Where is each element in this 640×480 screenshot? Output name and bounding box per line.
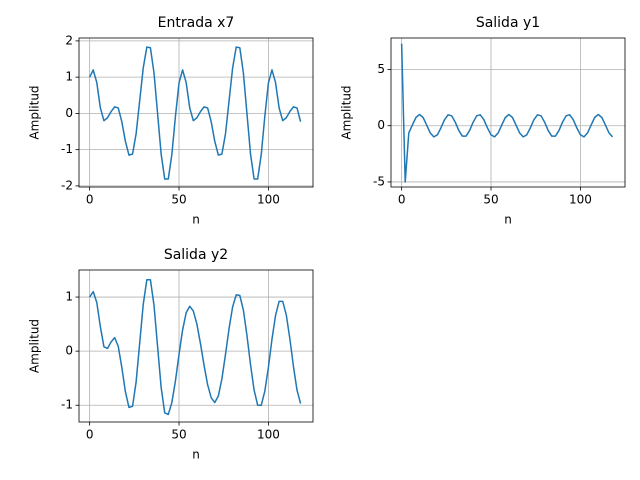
y-axis-label: Amplitud xyxy=(340,85,354,139)
x-tick-label: 0 xyxy=(86,193,94,207)
axes-frame xyxy=(390,37,626,188)
axes-frame xyxy=(78,37,314,188)
chart-title: Salida y2 xyxy=(164,247,228,263)
subplot: 0 50 100 -5 0 5 Salida y1 n Amplitud xyxy=(340,15,626,227)
x-tick-label: 100 xyxy=(569,193,592,207)
x-tick-label: 100 xyxy=(257,428,280,442)
x-tick-label: 50 xyxy=(171,428,186,442)
chart-title: Salida y1 xyxy=(476,15,540,31)
axes-frame xyxy=(78,269,314,423)
y-axis-label: Amplitud xyxy=(28,319,42,373)
y-tick-label: 5 xyxy=(377,62,385,76)
line-series xyxy=(400,43,614,183)
line-series xyxy=(89,278,302,416)
y-tick-label: 1 xyxy=(65,70,73,84)
line-series xyxy=(88,46,302,180)
x-tick-label: 50 xyxy=(483,193,498,207)
x-tick-label: 50 xyxy=(171,193,186,207)
x-tick-label: 100 xyxy=(257,193,280,207)
plot-area xyxy=(88,46,302,180)
plot-area xyxy=(400,43,614,183)
y-tick-label: 0 xyxy=(377,118,385,132)
y-tick-label: 1 xyxy=(65,290,73,304)
y-tick-label: -5 xyxy=(373,174,385,188)
y-tick-label: 0 xyxy=(65,106,73,120)
chart-title: Entrada x7 xyxy=(158,15,235,31)
subplot: 0 50 100 -1 0 1 Salida y2 n Amplitud xyxy=(28,247,314,462)
y-tick-label: -1 xyxy=(61,142,73,156)
x-axis-label: n xyxy=(192,213,200,227)
plot-area xyxy=(89,278,302,416)
x-tick-label: 0 xyxy=(86,428,94,442)
x-axis-label: n xyxy=(192,448,200,462)
y-tick-label: 2 xyxy=(65,33,73,47)
subplot: 0 50 100 -2 -1 0 1 2 Entrada x7 n Amplitud xyxy=(28,15,314,227)
x-axis-label: n xyxy=(504,213,512,227)
x-tick-label: 0 xyxy=(398,193,406,207)
y-axis-label: Amplitud xyxy=(28,85,42,139)
y-tick-label: -2 xyxy=(61,178,73,192)
y-tick-label: 0 xyxy=(65,344,73,358)
y-tick-label: -1 xyxy=(61,398,73,412)
